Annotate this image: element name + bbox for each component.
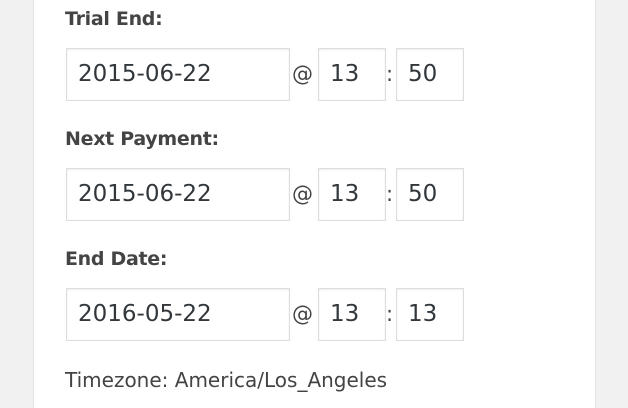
trial-end-date-input[interactable]: 2015-06-22 (66, 48, 290, 101)
colon-separator: : (386, 182, 394, 206)
next-payment-label: Next Payment: (65, 128, 219, 150)
timezone-text: Timezone: America/Los_Angeles (65, 368, 388, 392)
trial-end-hour-input[interactable]: 13 (318, 48, 386, 101)
next-payment-date-input[interactable]: 2015-06-22 (66, 168, 290, 221)
at-separator: @ (292, 302, 313, 326)
next-payment-hour-input[interactable]: 13 (318, 168, 386, 221)
colon-separator: : (386, 62, 394, 86)
trial-end-label: Trial End: (65, 8, 163, 30)
end-date-hour-input[interactable]: 13 (318, 288, 386, 341)
end-date-label: End Date: (65, 248, 168, 270)
at-separator: @ (292, 182, 313, 206)
at-separator: @ (292, 62, 313, 86)
colon-separator: : (386, 302, 394, 326)
end-date-date-input[interactable]: 2016-05-22 (66, 288, 290, 341)
end-date-minute-input[interactable]: 13 (396, 288, 464, 341)
next-payment-minute-input[interactable]: 50 (396, 168, 464, 221)
trial-end-minute-input[interactable]: 50 (396, 48, 464, 101)
